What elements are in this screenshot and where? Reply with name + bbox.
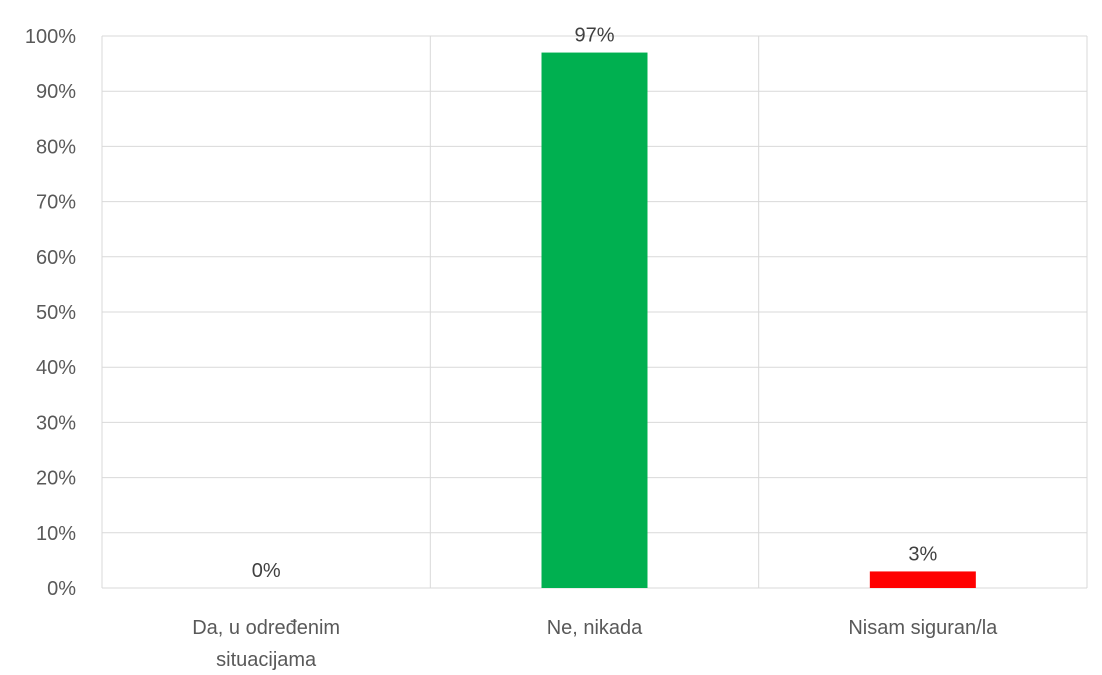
category-label: Da, u određenim (192, 617, 340, 639)
y-axis-tick-labels: 0% 10% 20% 30% 40% 50% 60% 70% 80% 90% 100% (25, 26, 76, 600)
data-labels: 0% 97% 3% (252, 25, 938, 582)
y-tick-label: 30% (36, 412, 76, 434)
y-tick-label: 10% (36, 523, 76, 545)
y-tick-label: 70% (36, 192, 76, 214)
y-tick-label: 0% (47, 578, 76, 600)
x-axis-category-labels: Da, u određenim situacijama Ne, nikada Nisa… (192, 617, 998, 671)
bars (541, 52, 976, 589)
bar (869, 571, 976, 588)
category-label: Nisam siguran/la (848, 617, 998, 639)
data-label: 97% (574, 25, 614, 47)
y-tick-label: 50% (36, 302, 76, 324)
y-tick-label: 100% (25, 26, 76, 48)
data-label: 3% (908, 543, 937, 565)
bar (541, 52, 648, 589)
y-tick-label: 90% (36, 81, 76, 103)
category-label: situacijama (216, 649, 317, 671)
y-tick-label: 80% (36, 136, 76, 158)
y-tick-label: 20% (36, 468, 76, 490)
category-label: Ne, nikada (547, 617, 643, 639)
y-tick-label: 40% (36, 357, 76, 379)
y-tick-label: 60% (36, 247, 76, 269)
data-label: 0% (252, 560, 281, 582)
